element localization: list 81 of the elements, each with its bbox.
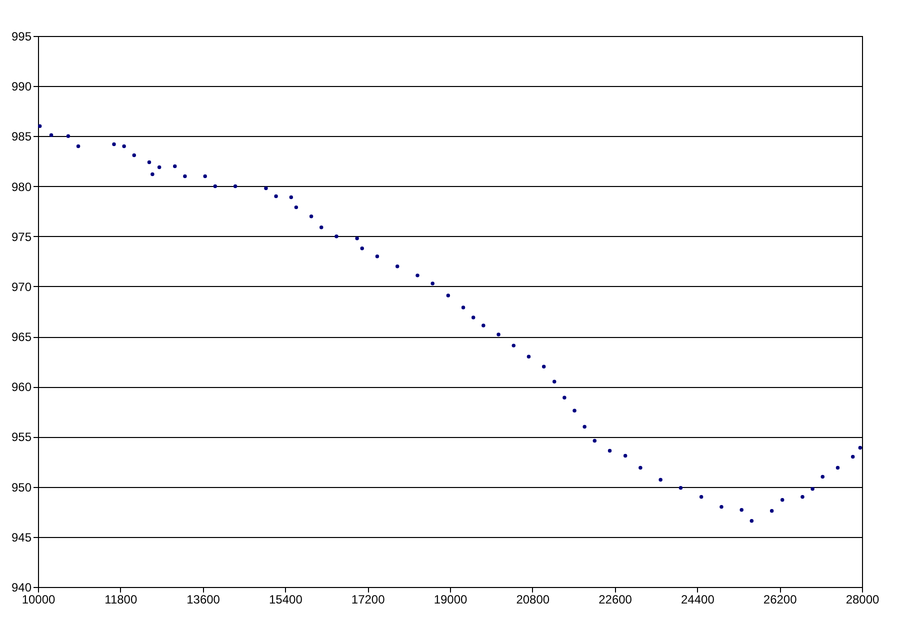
y-tick-label: 985 xyxy=(11,130,32,144)
point xyxy=(309,214,314,218)
point xyxy=(720,504,724,509)
point xyxy=(203,174,207,178)
point xyxy=(150,172,154,176)
point xyxy=(858,446,862,450)
point xyxy=(147,160,152,164)
point xyxy=(512,344,516,348)
point xyxy=(213,184,218,188)
y-tick-label: 955 xyxy=(11,430,32,444)
point xyxy=(471,316,476,320)
point xyxy=(461,306,466,310)
point xyxy=(355,236,359,240)
point xyxy=(289,195,294,200)
point xyxy=(750,519,754,523)
point xyxy=(820,474,824,479)
y-tick-label: 950 xyxy=(11,480,32,494)
point xyxy=(132,153,136,158)
point xyxy=(430,282,434,286)
y-tick-label: 940 xyxy=(11,580,32,594)
x-tick-label: 15400 xyxy=(269,592,303,606)
x-tick-label: 22600 xyxy=(598,592,632,606)
point xyxy=(836,466,840,470)
y-tick-label: 975 xyxy=(11,230,32,244)
point xyxy=(294,205,298,210)
point xyxy=(76,144,80,148)
point xyxy=(319,225,324,230)
point xyxy=(395,264,400,268)
point xyxy=(66,134,70,138)
x-tick-label: 13600 xyxy=(186,592,220,606)
x-tick-label: 11800 xyxy=(104,592,138,606)
point xyxy=(562,396,566,400)
x-tick-label: 24400 xyxy=(681,592,715,606)
point xyxy=(122,144,126,148)
point xyxy=(233,184,238,188)
y-tick-label: 965 xyxy=(11,330,32,344)
point xyxy=(526,354,531,358)
point xyxy=(740,508,744,512)
x-tick-label: 17200 xyxy=(351,592,386,606)
point xyxy=(360,246,364,250)
point xyxy=(850,454,855,459)
x-tick-label: 28000 xyxy=(846,592,880,606)
point xyxy=(780,498,784,502)
y-tick-label: 990 xyxy=(11,80,32,94)
point xyxy=(699,494,704,499)
point xyxy=(678,486,683,490)
point xyxy=(274,194,278,198)
point xyxy=(112,142,116,146)
point xyxy=(334,234,338,238)
point xyxy=(658,478,662,482)
x-tick-label: 26200 xyxy=(763,592,798,606)
point xyxy=(173,164,177,168)
x-tick-label: 19000 xyxy=(434,592,468,606)
point xyxy=(157,165,162,170)
point xyxy=(623,454,628,458)
y-tick-label: 980 xyxy=(11,180,32,194)
point xyxy=(800,494,804,499)
point xyxy=(446,294,450,298)
point xyxy=(638,466,642,470)
point xyxy=(416,274,420,278)
point xyxy=(482,324,486,328)
y-tick-label: 970 xyxy=(11,280,32,294)
point xyxy=(582,424,586,429)
point xyxy=(375,254,380,258)
point xyxy=(608,448,612,453)
y-tick-label: 960 xyxy=(11,380,32,394)
point xyxy=(496,332,500,336)
point xyxy=(38,124,42,128)
point xyxy=(49,133,54,138)
point xyxy=(183,174,187,178)
point xyxy=(770,508,774,513)
point xyxy=(264,186,268,190)
point xyxy=(572,408,576,413)
x-tick-label: 20800 xyxy=(516,592,550,606)
point xyxy=(592,438,597,443)
point xyxy=(552,380,556,384)
point xyxy=(542,364,546,368)
point xyxy=(810,486,814,491)
y-tick-label: 945 xyxy=(11,530,32,544)
y-tick-label: 995 xyxy=(11,30,32,44)
x-tick-label: 10000 xyxy=(22,592,56,606)
